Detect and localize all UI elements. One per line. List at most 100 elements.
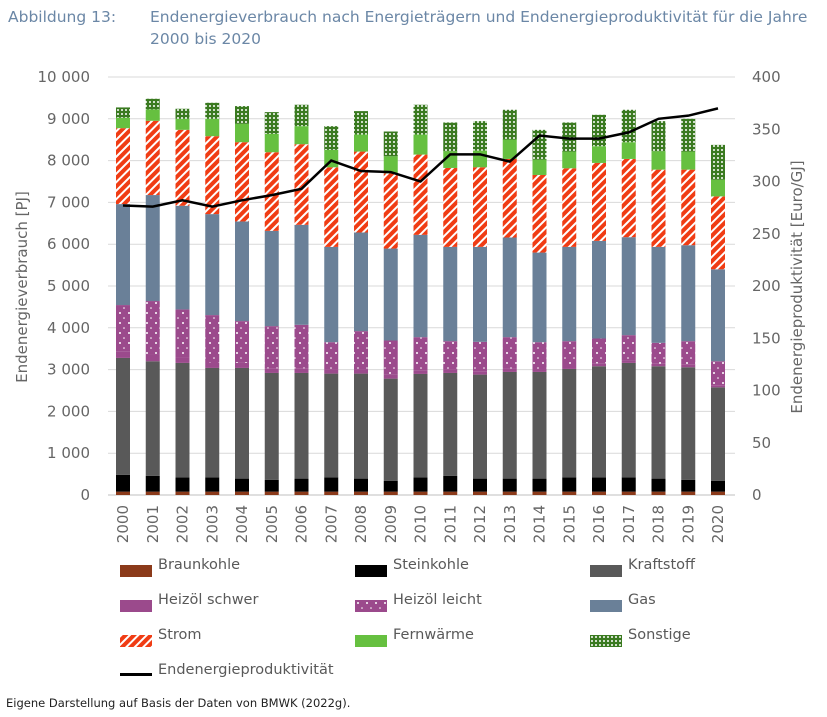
y-tick-label: 7 000 bbox=[47, 193, 90, 211]
bar-segment-kraftstoff-2010 bbox=[413, 373, 428, 478]
bar-segment-heiz-l-schwer-2010 bbox=[413, 370, 428, 374]
bar-segment-sonstige-2005 bbox=[264, 112, 279, 134]
legend-swatch bbox=[355, 597, 387, 612]
y2-tick-label: 150 bbox=[752, 329, 781, 347]
bar-segment-steinkohle-2014 bbox=[532, 478, 547, 492]
bar-segment-fernw-rme-2006 bbox=[294, 126, 309, 145]
legend-swatch bbox=[355, 632, 387, 647]
bar-segment-heiz-l-schwer-2009 bbox=[383, 374, 398, 379]
bar-segment-braunkohle-2008 bbox=[354, 491, 368, 495]
bar-segment-kraftstoff-2008 bbox=[354, 373, 368, 479]
bar-segment-strom-2002 bbox=[175, 129, 190, 206]
bar-segment-braunkohle-2004 bbox=[235, 491, 249, 495]
bar-segment-heiz-l-schwer-2015 bbox=[562, 366, 577, 369]
bar-segment-gas-2012 bbox=[473, 246, 487, 342]
bar-segment-heiz-l-schwer-2003 bbox=[205, 362, 220, 368]
bar-segment-sonstige-2016 bbox=[592, 114, 606, 147]
bar-segment-strom-2017 bbox=[621, 158, 636, 238]
bar-segment-braunkohle-2018 bbox=[651, 491, 666, 495]
bar-segment-heiz-l-schwer-2016 bbox=[592, 363, 606, 367]
x-tick-label: 2004 bbox=[233, 505, 251, 543]
x-tick-label: 2009 bbox=[382, 505, 400, 543]
bar-segment-steinkohle-2019 bbox=[681, 479, 696, 492]
bar-segment-braunkohle-2019 bbox=[681, 491, 696, 495]
bar-segment-heiz-l-leicht-2011 bbox=[443, 341, 458, 370]
bar-segment-gas-2007 bbox=[324, 246, 339, 343]
bar-segment-sonstige-2020 bbox=[711, 144, 725, 180]
legend-swatch bbox=[355, 562, 387, 577]
bar-segment-kraftstoff-2016 bbox=[592, 366, 606, 478]
bar-segment-kraftstoff-2004 bbox=[235, 367, 249, 479]
legend-swatch bbox=[120, 632, 152, 647]
bar-segment-braunkohle-2016 bbox=[592, 491, 606, 495]
bar-segment-kraftstoff-2014 bbox=[532, 371, 547, 479]
bar-segment-strom-2019 bbox=[681, 169, 696, 246]
legend-swatch bbox=[590, 632, 622, 647]
y2-axis-label: Endenergieproduktivität [Euro/GJ] bbox=[788, 160, 806, 413]
bar-segment-fernw-rme-2008 bbox=[354, 134, 368, 152]
bar-segment-kraftstoff-2009 bbox=[383, 378, 398, 481]
bar-segment-steinkohle-2016 bbox=[592, 477, 606, 492]
bar-segment-sonstige-2010 bbox=[413, 104, 428, 135]
bar-segment-fernw-rme-2004 bbox=[235, 123, 249, 143]
bar-segment-kraftstoff-2018 bbox=[651, 366, 666, 479]
y-tick-label: 4 000 bbox=[47, 319, 90, 337]
source-note: Eigene Darstellung auf Basis der Daten v… bbox=[6, 696, 351, 710]
bar-segment-sonstige-2006 bbox=[294, 104, 309, 127]
x-tick-label: 2007 bbox=[322, 505, 340, 543]
x-tick-label: 2020 bbox=[709, 505, 727, 543]
bar-segment-heiz-l-leicht-2008 bbox=[354, 331, 368, 370]
bar-segment-braunkohle-2000 bbox=[116, 491, 130, 495]
bar-segment-heiz-l-schwer-2013 bbox=[502, 368, 517, 372]
bar-segment-braunkohle-2015 bbox=[562, 491, 577, 495]
bar-segment-gas-2004 bbox=[235, 221, 249, 322]
bar-segment-steinkohle-2009 bbox=[383, 480, 398, 492]
bar-segment-steinkohle-2012 bbox=[473, 478, 487, 492]
bar-segment-heiz-l-leicht-2007 bbox=[324, 342, 339, 370]
y2-tick-label: 0 bbox=[752, 486, 762, 504]
bar-segment-strom-2015 bbox=[562, 168, 577, 247]
bar-segment-gas-2009 bbox=[383, 248, 398, 341]
x-tick-label: 2008 bbox=[352, 505, 370, 543]
x-tick-label: 2010 bbox=[412, 505, 430, 543]
legend-label: Braunkohle bbox=[158, 557, 241, 573]
figure-title: Endenergieverbrauch nach Energieträgern … bbox=[150, 8, 808, 48]
bar-segment-strom-2005 bbox=[264, 152, 279, 231]
legend-swatch bbox=[120, 597, 152, 612]
bar-segment-strom-2016 bbox=[592, 162, 606, 241]
x-tick-label: 2017 bbox=[620, 505, 638, 543]
bar-segment-heiz-l-schwer-2001 bbox=[145, 354, 160, 362]
x-tick-label: 2001 bbox=[144, 505, 162, 543]
bar-segment-gas-2014 bbox=[532, 252, 547, 343]
bar-segment-heiz-l-schwer-2012 bbox=[473, 371, 487, 375]
bar-segment-braunkohle-2003 bbox=[205, 491, 220, 495]
bar-segment-fernw-rme-2019 bbox=[681, 151, 696, 170]
bar-segment-kraftstoff-2001 bbox=[145, 361, 160, 476]
bar-segment-strom-2007 bbox=[324, 167, 339, 247]
bar-segment-fernw-rme-2014 bbox=[532, 159, 547, 175]
bar-segment-heiz-l-leicht-2014 bbox=[532, 342, 547, 370]
x-tick-label: 2011 bbox=[441, 505, 459, 543]
bar-segment-gas-2013 bbox=[502, 237, 517, 338]
y2-tick-label: 100 bbox=[752, 382, 781, 400]
bar-segment-fernw-rme-2012 bbox=[473, 150, 487, 168]
bar-segment-gas-2018 bbox=[651, 246, 666, 343]
bar-segment-heiz-l-leicht-2009 bbox=[383, 340, 398, 375]
bar-segment-steinkohle-2005 bbox=[264, 479, 279, 492]
bar-segment-braunkohle-2001 bbox=[145, 491, 160, 495]
y2-tick-label: 400 bbox=[752, 68, 781, 86]
bar-segment-kraftstoff-2019 bbox=[681, 367, 696, 480]
legend-label: Heizöl leicht bbox=[393, 592, 482, 608]
bar-segment-steinkohle-2008 bbox=[354, 478, 368, 492]
productivity-line bbox=[122, 107, 719, 208]
bar-segment-braunkohle-2014 bbox=[532, 491, 547, 495]
bar-segment-heiz-l-leicht-2003 bbox=[205, 315, 220, 363]
bar-segment-steinkohle-2020 bbox=[711, 480, 725, 492]
bar-segment-sonstige-2009 bbox=[383, 131, 398, 157]
bar-segment-sonstige-2012 bbox=[473, 121, 487, 151]
bar-segment-sonstige-2004 bbox=[235, 106, 249, 124]
legend-label: Heizöl schwer bbox=[158, 592, 259, 608]
bar-segment-fernw-rme-2020 bbox=[711, 179, 725, 197]
